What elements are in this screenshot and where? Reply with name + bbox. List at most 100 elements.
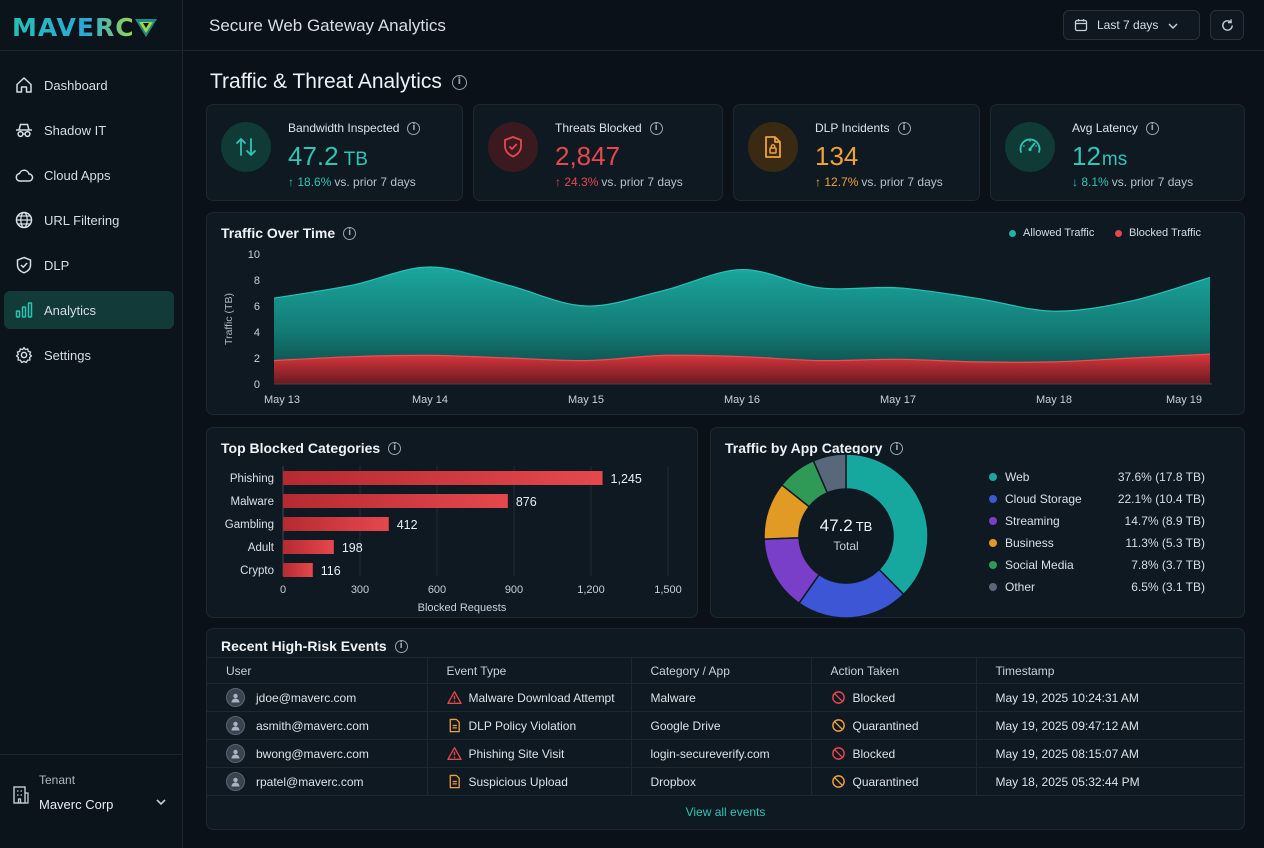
line-allowed-traffic [273, 266, 1211, 312]
recent-events-card: Recent High-Risk Events i User Event Type… [206, 628, 1245, 830]
kpi-label-text: Bandwidth Inspected [288, 121, 400, 135]
avatar [226, 716, 245, 735]
legend-blocked[interactable]: Blocked Traffic [1115, 227, 1201, 239]
event-action: Blocked [852, 690, 896, 705]
sidebar-item-dashboard[interactable]: Dashboard [4, 66, 174, 104]
sidebar-divider [0, 50, 182, 51]
column-header-timestamp[interactable]: Timestamp [975, 657, 1243, 684]
event-user[interactable]: jdoe@maverc.com [256, 690, 357, 705]
avatar [226, 688, 245, 707]
legend-row-other[interactable]: Other 6.5% (3.1 TB) [989, 576, 1205, 598]
tenant-name: Maverc Corp [39, 797, 114, 812]
table-row[interactable]: jdoe@maverc.com Malware Download Attempt… [207, 683, 1243, 712]
kpi-change: ↑ 24.3% [555, 175, 599, 189]
y-tick-label: 8 [254, 275, 260, 287]
event-action: Quarantined [852, 718, 919, 733]
warning-icon [446, 691, 462, 704]
event-timestamp: May 18, 2025 05:32:44 PM [975, 767, 1243, 796]
info-icon[interactable]: i [451, 74, 467, 90]
bar-gambling [283, 517, 389, 531]
sidebar-item-label: DLP [44, 257, 70, 273]
kpi-comparison: vs. prior 7 days [1111, 175, 1194, 189]
x-tick-label: 0 [280, 584, 286, 596]
legend-label: Business [1005, 536, 1054, 550]
kpi-change-value: 24.3% [564, 175, 599, 189]
app-category-legend: Web 37.6% (17.8 TB) Cloud Storage 22.1% (1… [989, 466, 1205, 598]
kpi-comparison: vs. prior 7 days [861, 175, 943, 189]
shield-check-icon [504, 136, 522, 158]
kpi-delta: ↑ 12.7% vs. prior 7 days [815, 175, 943, 189]
y-axis-label: Traffic (TB) [223, 293, 235, 345]
logo-text: MAVERC [12, 12, 135, 42]
sidebar-item-shadow-it[interactable]: Shadow IT [4, 111, 174, 149]
blocked-categories-bar-chart: 0 300 600 900 1,200 1,500 Phishing 1,245 Malware… [225, 466, 682, 614]
sidebar-item-analytics[interactable]: Analytics [4, 291, 174, 329]
event-action: Blocked [852, 746, 896, 761]
kpi-delta: ↓ 8.1% vs. prior 7 days [1072, 175, 1193, 189]
page-title-text: Traffic & Threat Analytics [210, 70, 442, 93]
kpi-label-text: Avg Latency [1072, 121, 1138, 135]
kpi-unit: ms [1101, 149, 1128, 170]
table-row[interactable]: rpatel@maverc.com Suspicious Upload Drop… [207, 767, 1243, 796]
legend-swatch [989, 539, 997, 547]
sidebar-item-settings[interactable]: Settings [4, 336, 174, 374]
bar-chart-icon [15, 302, 33, 318]
home-icon [16, 77, 32, 93]
legend-label: Blocked Traffic [1129, 227, 1201, 239]
quarantine-icon [831, 775, 845, 788]
event-timestamp: May 19, 2025 08:15:07 AM [975, 739, 1243, 768]
kpi-change: ↑ 12.7% [815, 175, 859, 189]
info-icon[interactable]: i [890, 441, 904, 455]
warning-icon [446, 747, 462, 760]
sidebar-item-url-filtering[interactable]: URL Filtering [4, 201, 174, 239]
kpi-card-dlp: DLP Incidents i 134 ↑ 12.7% vs. prior 7 da… [733, 104, 980, 201]
column-header-event-type[interactable]: Event Type [426, 657, 631, 684]
legend-allowed[interactable]: Allowed Traffic [1009, 227, 1094, 239]
info-icon[interactable]: i [407, 121, 421, 135]
y-tick-label: Adult [248, 542, 275, 554]
event-user[interactable]: asmith@maverc.com [256, 718, 369, 733]
column-header-user[interactable]: User [207, 657, 427, 684]
date-range-select[interactable]: Last 7 days [1063, 10, 1200, 40]
donut-slice-web [845, 453, 929, 596]
info-icon[interactable]: i [394, 639, 408, 653]
document-icon [449, 718, 460, 733]
legend-swatch [989, 561, 997, 569]
event-timestamp: May 19, 2025 10:24:31 AM [975, 683, 1243, 712]
table-row[interactable]: asmith@maverc.com DLP Policy Violation G… [207, 711, 1243, 740]
x-tick-label: May 14 [412, 394, 448, 406]
table-row[interactable]: bwong@maverc.com Phishing Site Visit log… [207, 739, 1243, 768]
kpi-change-value: 12.7% [824, 175, 859, 189]
bar-adult [283, 540, 334, 554]
info-icon[interactable]: i [1145, 121, 1159, 135]
chevron-down-icon [156, 799, 166, 806]
info-icon[interactable]: i [649, 121, 663, 135]
column-header-action[interactable]: Action Taken [810, 657, 976, 684]
legend-row-cloud-storage[interactable]: Cloud Storage 22.1% (10.4 TB) [989, 488, 1205, 510]
sidebar-item-dlp[interactable]: DLP [4, 246, 174, 284]
event-user[interactable]: rpatel@maverc.com [256, 774, 364, 789]
info-icon[interactable]: i [388, 441, 402, 455]
y-tick-label: 6 [254, 301, 260, 313]
logo-mark-icon [134, 19, 157, 37]
donut-total-label: Total [833, 539, 859, 553]
sidebar-item-cloud-apps[interactable]: Cloud Apps [4, 156, 174, 194]
legend-row-business[interactable]: Business 11.3% (5.3 TB) [989, 532, 1205, 554]
info-icon[interactable]: i [343, 226, 357, 240]
legend-row-web[interactable]: Web 37.6% (17.8 TB) [989, 466, 1205, 488]
y-tick-label: 10 [248, 249, 260, 261]
view-all-events-link[interactable]: View all events [685, 805, 766, 819]
events-table: User Event Type Category / App Action Ta… [207, 657, 1243, 796]
tenant-selector[interactable]: Tenant Maverc Corp [0, 754, 182, 848]
column-header-category[interactable]: Category / App [630, 657, 811, 684]
maverc-logo[interactable]: MAVERC [12, 12, 159, 42]
app-category-donut-chart [763, 453, 929, 619]
sidebar-item-label: URL Filtering [44, 212, 120, 228]
legend-row-social-media[interactable]: Social Media 7.8% (3.7 TB) [989, 554, 1205, 576]
event-user[interactable]: bwong@maverc.com [256, 746, 369, 761]
x-tick-label: 900 [505, 584, 523, 596]
info-icon[interactable]: i [897, 121, 911, 135]
legend-row-streaming[interactable]: Streaming 14.7% (8.9 TB) [989, 510, 1205, 532]
refresh-button[interactable] [1210, 10, 1244, 40]
bar-value-label: 876 [516, 495, 537, 509]
